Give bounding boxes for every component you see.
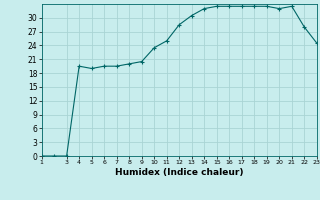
X-axis label: Humidex (Indice chaleur): Humidex (Indice chaleur) [115, 168, 244, 177]
